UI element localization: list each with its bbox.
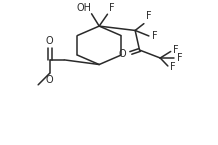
Text: F: F (152, 31, 157, 41)
Text: F: F (170, 62, 175, 72)
Text: F: F (146, 11, 152, 21)
Text: F: F (109, 3, 115, 13)
Text: F: F (173, 45, 179, 55)
Text: O: O (46, 75, 53, 85)
Text: OH: OH (76, 3, 91, 13)
Text: O: O (119, 49, 126, 59)
Text: F: F (177, 53, 182, 63)
Text: O: O (46, 36, 53, 46)
